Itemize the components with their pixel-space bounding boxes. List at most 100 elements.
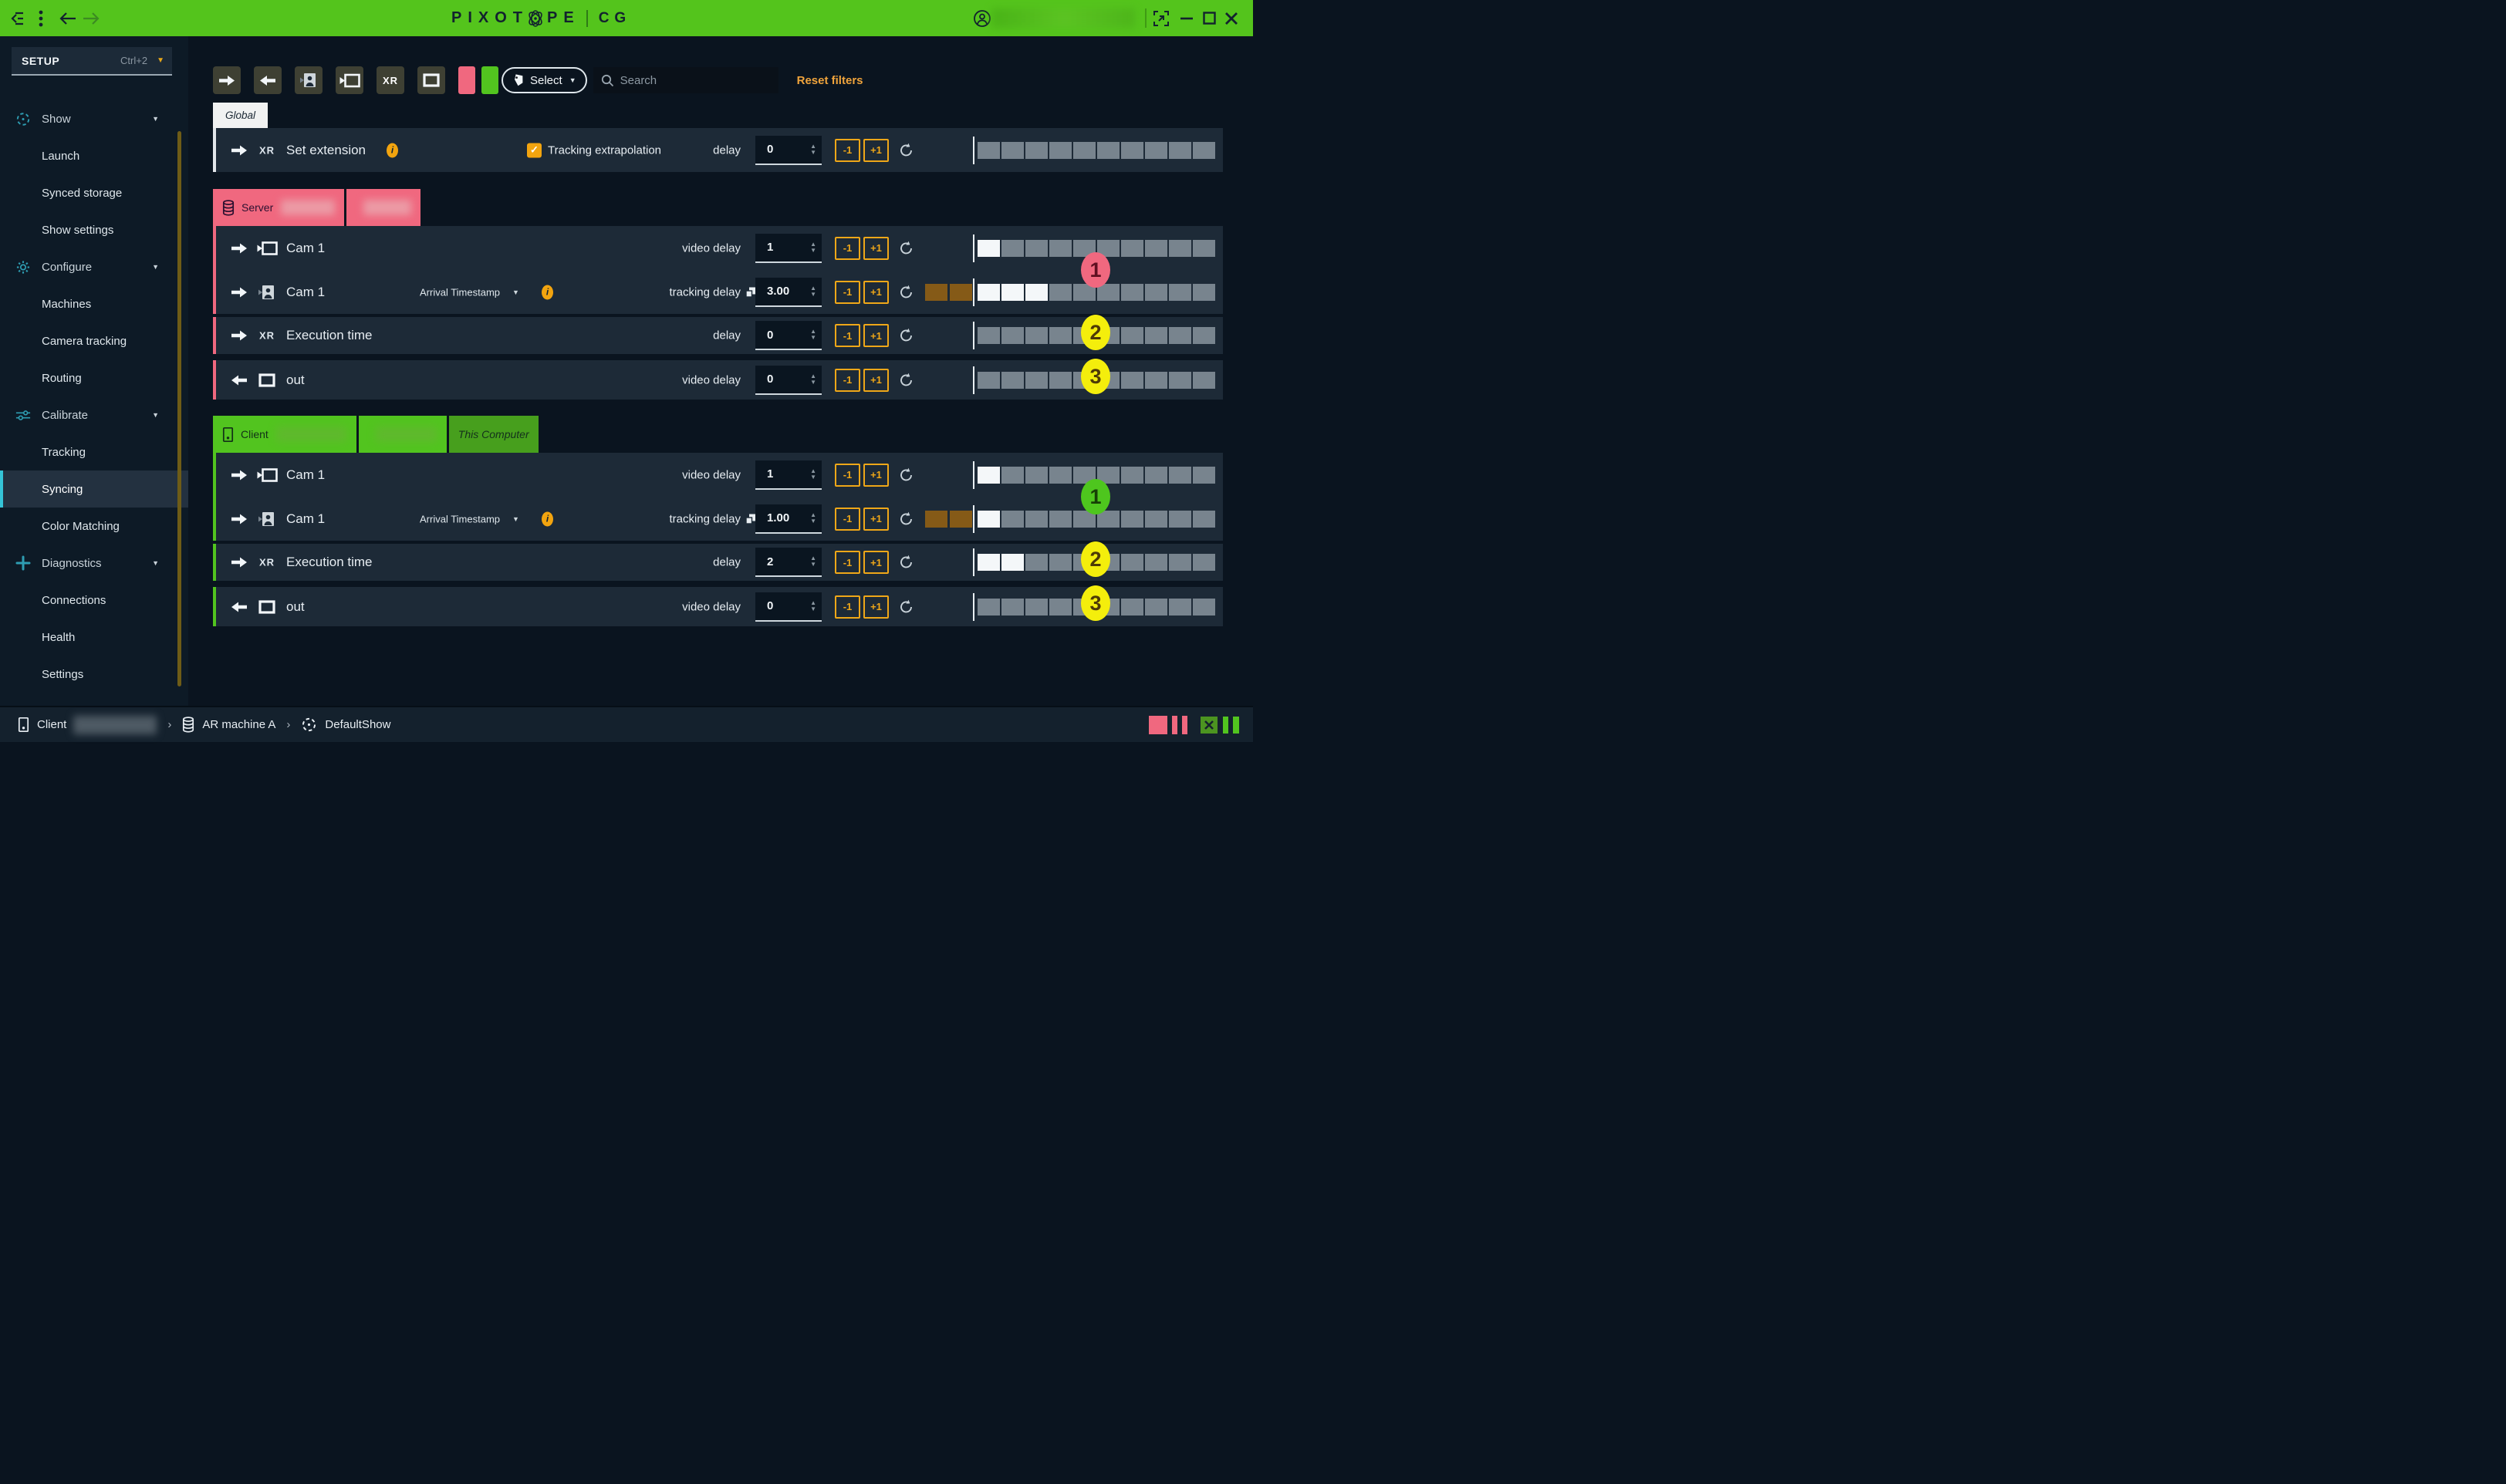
minus-one-button[interactable]: -1 — [835, 138, 860, 162]
select-dropdown[interactable]: Select ▼ — [502, 67, 587, 93]
kebab-menu-icon[interactable] — [39, 10, 43, 27]
minus-one-button[interactable]: -1 — [835, 280, 860, 304]
collapse-sidebar-icon[interactable] — [9, 12, 26, 25]
client-tab-1[interactable] — [358, 416, 447, 453]
plus-one-button[interactable]: +1 — [863, 280, 889, 304]
breadcrumb-item[interactable]: Client — [37, 718, 67, 731]
plus-one-button[interactable]: +1 — [863, 138, 889, 162]
client-tab-2[interactable]: This Computer — [448, 416, 539, 453]
copy-icon[interactable] — [745, 286, 757, 298]
delay-input[interactable]: 0 ▲ ▼ — [755, 321, 822, 350]
minus-one-button[interactable]: -1 — [835, 368, 860, 392]
plus-one-button[interactable]: +1 — [863, 368, 889, 392]
sidebar-item-machines[interactable]: Machines — [0, 285, 188, 322]
sidebar-item-syncing[interactable]: Syncing — [0, 470, 188, 508]
timestamp-mode-dropdown[interactable]: Arrival Timestamp — [420, 513, 501, 524]
nav-forward-icon[interactable] — [82, 12, 100, 25]
sidebar-item-show-settings[interactable]: Show settings — [0, 211, 188, 248]
server-tab-0[interactable]: Server — [213, 189, 345, 226]
minus-one-button[interactable]: -1 — [835, 324, 860, 347]
delay-input[interactable]: 1 ▲ ▼ — [755, 233, 822, 263]
delay-input[interactable]: 0 ▲ ▼ — [755, 135, 822, 165]
refresh-icon[interactable] — [898, 328, 914, 344]
spinner[interactable]: ▲ ▼ — [810, 555, 816, 568]
info-icon[interactable]: i — [542, 285, 553, 299]
tracking-extrapolation-checkbox[interactable]: ✓ — [527, 143, 542, 157]
sidebar-item-tracking[interactable]: Tracking — [0, 433, 188, 470]
delay-input[interactable]: 3.00 ▲ ▼ — [755, 277, 822, 307]
maximize-icon[interactable] — [1198, 0, 1220, 36]
spinner[interactable]: ▲ ▼ — [810, 285, 816, 298]
filter-button-tracking-camera[interactable] — [295, 66, 323, 94]
setup-mode-selector[interactable]: SETUP Ctrl+2 ▼ — [12, 47, 172, 76]
plus-one-button[interactable]: +1 — [863, 324, 889, 347]
minus-one-button[interactable]: -1 — [835, 463, 860, 487]
refresh-icon[interactable] — [898, 599, 914, 615]
refresh-icon[interactable] — [898, 511, 914, 527]
pink-filter-swatch[interactable] — [458, 66, 475, 94]
plus-one-button[interactable]: +1 — [863, 551, 889, 574]
sidebar-item-configure[interactable]: Configure ▼ — [0, 248, 188, 285]
chevron-down-icon[interactable]: ▼ — [512, 514, 519, 523]
sidebar-scrollbar[interactable] — [177, 131, 181, 686]
sidebar-item-launch[interactable]: Launch — [0, 137, 188, 174]
client-tab-0[interactable]: Client — [213, 416, 356, 453]
info-icon[interactable]: i — [542, 511, 553, 526]
sidebar-item-routing[interactable]: Routing — [0, 359, 188, 396]
spinner[interactable]: ▲ ▼ — [810, 511, 816, 524]
filter-button-monitor[interactable] — [417, 66, 445, 94]
nav-back-icon[interactable] — [59, 12, 77, 25]
search-box[interactable] — [593, 67, 778, 93]
sidebar-item-show[interactable]: Show ▼ — [0, 100, 188, 137]
filter-button-xr-filter[interactable]: XR — [377, 66, 404, 94]
breadcrumb-item[interactable]: AR machine A — [202, 718, 276, 731]
delay-input[interactable]: 0 ▲ ▼ — [755, 592, 822, 622]
spinner[interactable]: ▲ ▼ — [810, 241, 816, 254]
delay-input[interactable]: 1 ▲ ▼ — [755, 460, 822, 490]
sidebar-item-color-matching[interactable]: Color Matching — [0, 508, 188, 545]
refresh-icon[interactable] — [898, 467, 914, 483]
close-icon[interactable] — [1221, 0, 1242, 36]
delay-input[interactable]: 1.00 ▲ ▼ — [755, 504, 822, 534]
sidebar-item-diagnostics[interactable]: Diagnostics ▼ — [0, 545, 188, 582]
filter-button-video-camera[interactable] — [336, 66, 363, 94]
sidebar-item-camera-tracking[interactable]: Camera tracking — [0, 322, 188, 359]
minimize-icon[interactable] — [1176, 0, 1197, 36]
user-account-icon[interactable] — [973, 9, 991, 28]
sidebar-item-synced-storage[interactable]: Synced storage — [0, 174, 188, 211]
spinner[interactable]: ▲ ▼ — [810, 329, 816, 341]
spinner[interactable]: ▲ ▼ — [810, 467, 816, 481]
filter-button-arrow-left[interactable] — [254, 66, 282, 94]
spinner[interactable]: ▲ ▼ — [810, 373, 816, 386]
refresh-icon[interactable] — [898, 372, 914, 388]
delay-input[interactable]: 0 ▲ ▼ — [755, 365, 822, 395]
sidebar-item-connections[interactable]: Connections — [0, 582, 188, 619]
timestamp-mode-dropdown[interactable]: Arrival Timestamp — [420, 286, 501, 298]
refresh-icon[interactable] — [898, 142, 914, 158]
plus-one-button[interactable]: +1 — [863, 236, 889, 260]
plus-one-button[interactable]: +1 — [863, 595, 889, 619]
delay-input[interactable]: 2 ▲ ▼ — [755, 548, 822, 577]
spinner[interactable]: ▲ ▼ — [810, 599, 816, 612]
info-icon[interactable]: i — [387, 143, 398, 157]
minus-one-button[interactable]: -1 — [835, 551, 860, 574]
breadcrumb-item[interactable]: DefaultShow — [325, 718, 391, 731]
green-filter-swatch[interactable] — [481, 66, 498, 94]
filter-button-arrow-right[interactable] — [213, 66, 241, 94]
chevron-down-icon[interactable]: ▼ — [512, 288, 519, 296]
spinner[interactable]: ▲ ▼ — [810, 142, 816, 156]
sidebar-item-settings[interactable]: Settings — [0, 656, 188, 693]
plus-one-button[interactable]: +1 — [863, 507, 889, 531]
server-tab-1[interactable] — [346, 189, 421, 226]
reset-filters-button[interactable]: Reset filters — [796, 73, 863, 87]
search-input[interactable] — [620, 73, 763, 87]
popout-icon[interactable] — [1153, 10, 1170, 27]
minus-one-button[interactable]: -1 — [835, 236, 860, 260]
refresh-icon[interactable] — [898, 240, 914, 256]
copy-icon[interactable] — [745, 513, 757, 524]
minus-one-button[interactable]: -1 — [835, 595, 860, 619]
refresh-icon[interactable] — [898, 555, 914, 571]
sidebar-item-health[interactable]: Health — [0, 619, 188, 656]
plus-one-button[interactable]: +1 — [863, 463, 889, 487]
refresh-icon[interactable] — [898, 284, 914, 300]
